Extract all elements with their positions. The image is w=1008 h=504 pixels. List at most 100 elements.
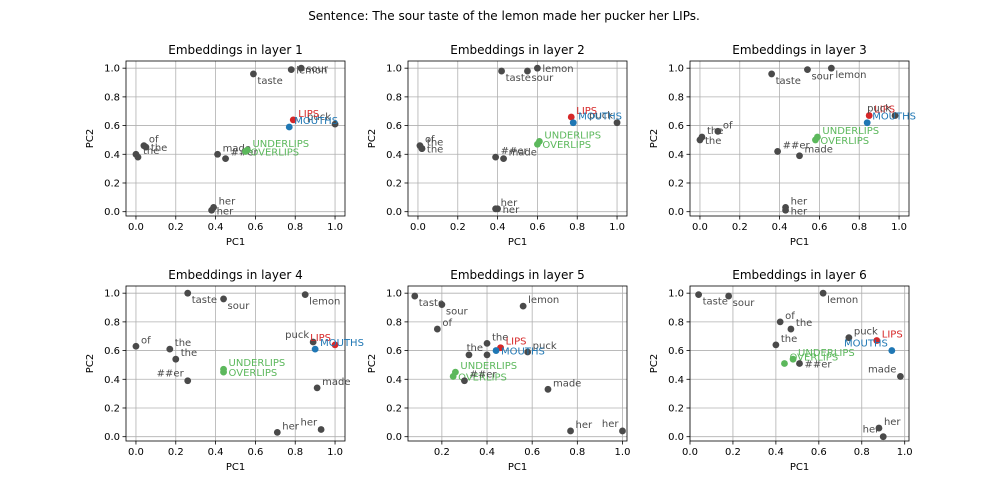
- x-tick-label: 0.8: [851, 222, 867, 233]
- subplot-title: Embeddings in layer 4: [168, 268, 302, 282]
- subplot-layer-5: 0.2 0.4 0.6 0.8 1.0 0.0 0.2 0.4 0.6 0.8 1.0 Embeddi…: [367, 268, 630, 473]
- y-tick-label: 0.2: [386, 403, 402, 414]
- point-label: taste: [776, 76, 801, 87]
- subplot-grid: 0.0 0.2 0.4 0.6 0.8 1.0 0.0 0.2 0.4 0.6 0.8 1.0 Embe…: [85, 43, 916, 473]
- subplot-layer-3: 0.0 0.2 0.4 0.6 0.8 1.0 0.0 0.2 0.4 0.6 0.8 1.0 Embe…: [649, 43, 916, 248]
- point-of: [714, 127, 722, 135]
- y-tick-label: 0.2: [668, 178, 684, 189]
- y-tick-label: 0.4: [104, 150, 120, 161]
- point-label: MOUTHS: [294, 116, 338, 127]
- point-label: lemon: [528, 295, 559, 306]
- point-label: sour: [446, 307, 469, 318]
- x-tick-label: 0.6: [247, 447, 263, 458]
- point-sour: [725, 292, 733, 300]
- point-label: her: [884, 417, 901, 428]
- point-label: her: [791, 196, 808, 207]
- point-label: of: [149, 135, 159, 146]
- point-label: ##er: [469, 370, 497, 381]
- axes-frame: [407, 285, 628, 442]
- point-her: [879, 433, 887, 441]
- point-label: MOUTHS: [501, 347, 545, 358]
- point-her: [208, 206, 216, 214]
- point-overlips: [242, 148, 249, 155]
- point-taste: [768, 70, 776, 78]
- point-label: UNDERLIPS: [252, 139, 309, 150]
- point-label: OVERLIPS: [458, 372, 507, 383]
- point-label: the: [151, 143, 167, 154]
- point-label: lemon: [542, 64, 573, 75]
- point-unlabeled: [465, 351, 473, 359]
- y-tick-label: 0.0: [668, 432, 684, 443]
- point-mouths: [492, 347, 500, 354]
- y-tick-label: 0.2: [104, 178, 120, 189]
- y-tick-label: 0.8: [668, 92, 684, 103]
- point-her: [619, 427, 626, 435]
- y-tick-label: 0.0: [668, 207, 684, 218]
- point-label: MOUTHS: [844, 339, 888, 350]
- point-label: LIPS: [576, 106, 597, 117]
- point-underlips: [789, 355, 797, 363]
- x-axis-label: PC1: [790, 237, 809, 248]
- point-label: UNDERLIPS: [460, 361, 517, 372]
- y-tick-label: 1.0: [386, 289, 402, 300]
- point-taste: [411, 292, 419, 300]
- point-her: [782, 206, 789, 214]
- point-puck: [309, 338, 317, 346]
- x-tick-label: 0.4: [768, 447, 784, 458]
- point-label: of: [141, 335, 151, 346]
- point-label: LIPS: [882, 330, 903, 341]
- point-label: made: [553, 378, 581, 389]
- point-label: OVERLIPS: [229, 368, 278, 379]
- subplot-title: Embeddings in layer 6: [732, 268, 866, 282]
- y-axis-label: PC2: [367, 354, 378, 373]
- point-the: [483, 351, 491, 359]
- x-tick-label: 0.2: [168, 447, 184, 458]
- x-axis-label: PC1: [790, 462, 809, 473]
- point-label: made: [868, 364, 896, 375]
- point-label: of: [442, 318, 452, 329]
- point-label: UNDERLIPS: [822, 126, 879, 137]
- point-lips: [289, 116, 297, 124]
- x-tick-label: 0.6: [811, 222, 827, 233]
- point-label: LIPS: [506, 337, 527, 348]
- subplot-title: Embeddings in layer 3: [732, 43, 866, 57]
- point-er: [461, 377, 468, 385]
- axes-frame: [689, 285, 910, 442]
- point-made: [544, 385, 552, 393]
- point-label: ##er: [157, 369, 185, 380]
- figure-title: Sentence: The sour taste of the lemon ma…: [308, 9, 700, 23]
- point-taste: [250, 70, 257, 78]
- point-puck: [524, 348, 532, 356]
- x-tick-label: 0.4: [208, 222, 224, 233]
- point-label: her: [217, 206, 234, 217]
- x-tick-label: 0.6: [247, 222, 263, 233]
- x-tick-label: 0.8: [569, 447, 585, 458]
- point-label: taste: [506, 73, 531, 84]
- point-lemon: [827, 64, 835, 72]
- point-label: the: [427, 138, 443, 149]
- point-label: her: [219, 196, 236, 207]
- point-the: [696, 136, 704, 144]
- y-tick-label: 1.0: [386, 64, 402, 75]
- x-tick-label: 0.0: [682, 447, 698, 458]
- y-axis-label: PC2: [367, 129, 378, 148]
- axes-frame: [407, 60, 628, 217]
- subplot-title: Embeddings in layer 5: [450, 268, 584, 282]
- point-label: OVERLIPS: [820, 136, 869, 147]
- point-sour: [438, 301, 446, 309]
- y-tick-label: 0.8: [668, 317, 684, 328]
- point-label: puck: [854, 327, 878, 338]
- x-tick-label: 1.0: [891, 222, 907, 233]
- y-tick-label: 0.0: [104, 432, 120, 443]
- point-label: taste: [419, 298, 444, 309]
- point-label: sour: [228, 301, 251, 312]
- point-label: ##er: [805, 360, 833, 371]
- point-label: the: [781, 334, 797, 345]
- point-label: OVERLIPS: [542, 140, 591, 151]
- point-label: her: [863, 425, 880, 436]
- y-tick-label: 0.6: [386, 346, 402, 357]
- point-label: lemon: [296, 66, 327, 77]
- y-tick-label: 0.4: [668, 375, 684, 386]
- point-label: her: [282, 421, 299, 432]
